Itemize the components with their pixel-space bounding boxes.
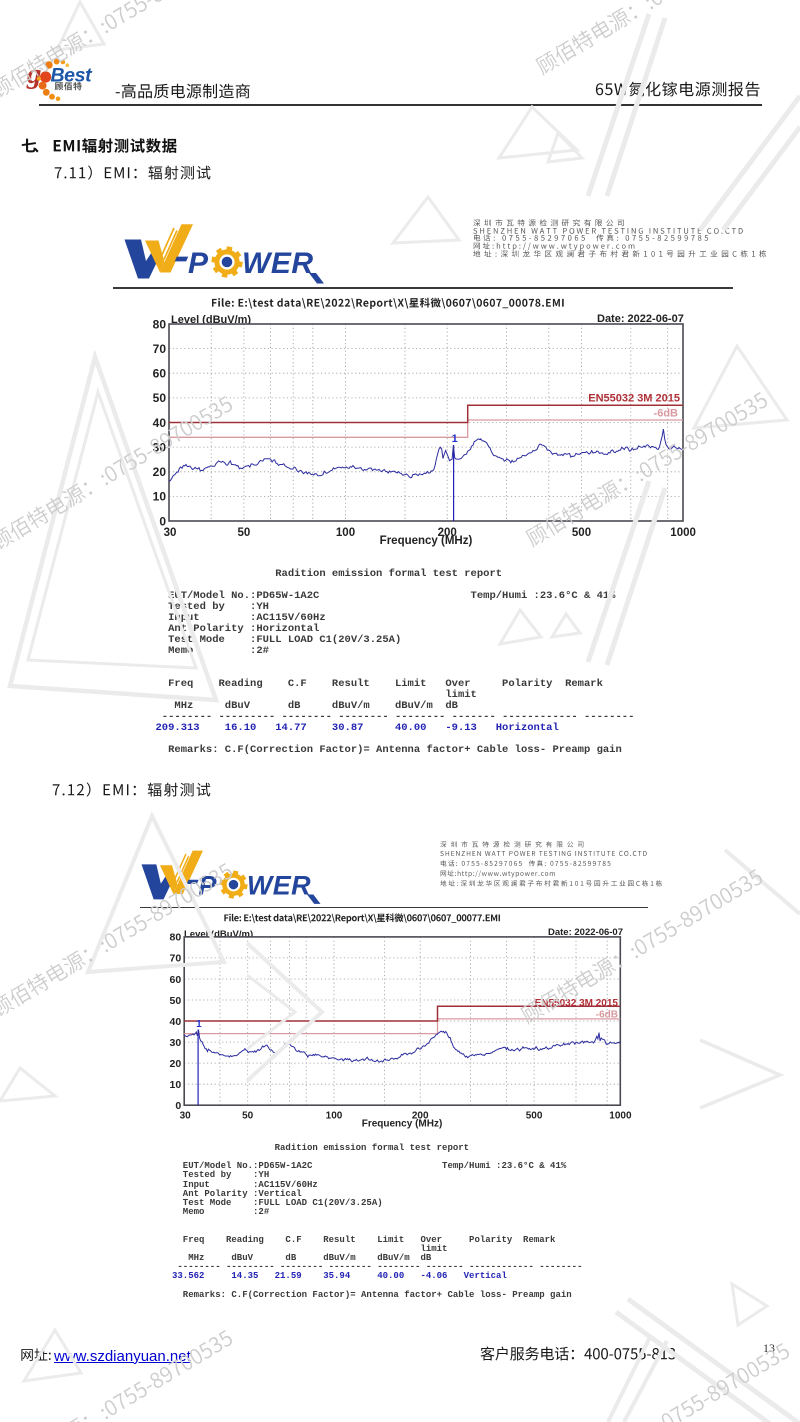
svg-text:-6dB: -6dB [654, 408, 679, 420]
svg-text:10: 10 [153, 490, 167, 504]
svg-text:30: 30 [170, 1037, 182, 1049]
svg-text:EN55032 3M 2015: EN55032 3M 2015 [535, 998, 619, 1009]
svg-text:20: 20 [170, 1058, 182, 1070]
svg-text:200: 200 [412, 1111, 429, 1122]
svg-text:500: 500 [526, 1111, 543, 1122]
svg-text:60: 60 [170, 974, 182, 986]
svg-text:WER: WER [247, 870, 311, 900]
svg-text:100: 100 [326, 1111, 343, 1122]
svg-text:1000: 1000 [670, 527, 696, 539]
svg-text:70: 70 [153, 342, 167, 356]
svg-text:50: 50 [238, 527, 251, 539]
svg-text:EN55032 3M 2015: EN55032 3M 2015 [588, 393, 680, 405]
svg-text:Frequency (MHz): Frequency (MHz) [362, 1119, 443, 1130]
svg-text:200: 200 [438, 527, 457, 539]
svg-text:WER: WER [242, 247, 314, 280]
svg-text:Frequency (MHz): Frequency (MHz) [380, 535, 473, 547]
svg-text:P: P [188, 247, 209, 280]
svg-text:0: 0 [175, 1100, 181, 1112]
svg-text:50: 50 [153, 391, 167, 405]
svg-text:50: 50 [170, 995, 182, 1007]
svg-text:70: 70 [170, 953, 182, 965]
svg-text:40: 40 [170, 1016, 182, 1028]
svg-text:30: 30 [164, 527, 177, 539]
svg-text:60: 60 [153, 367, 167, 381]
svg-text:30: 30 [180, 1111, 192, 1122]
svg-text:50: 50 [242, 1111, 254, 1122]
svg-text:P: P [199, 870, 217, 900]
svg-text:1: 1 [452, 433, 458, 445]
svg-text:80: 80 [170, 932, 182, 944]
svg-text:500: 500 [572, 527, 591, 539]
svg-text:10: 10 [170, 1079, 182, 1091]
svg-text:30: 30 [153, 440, 167, 454]
svg-text:1000: 1000 [609, 1111, 632, 1122]
svg-text:80: 80 [153, 317, 167, 331]
svg-text:-6dB: -6dB [596, 1010, 618, 1021]
svg-text:40: 40 [153, 416, 167, 430]
svg-text:20: 20 [153, 465, 167, 479]
svg-text:100: 100 [336, 527, 355, 539]
svg-text:1: 1 [196, 1019, 202, 1030]
